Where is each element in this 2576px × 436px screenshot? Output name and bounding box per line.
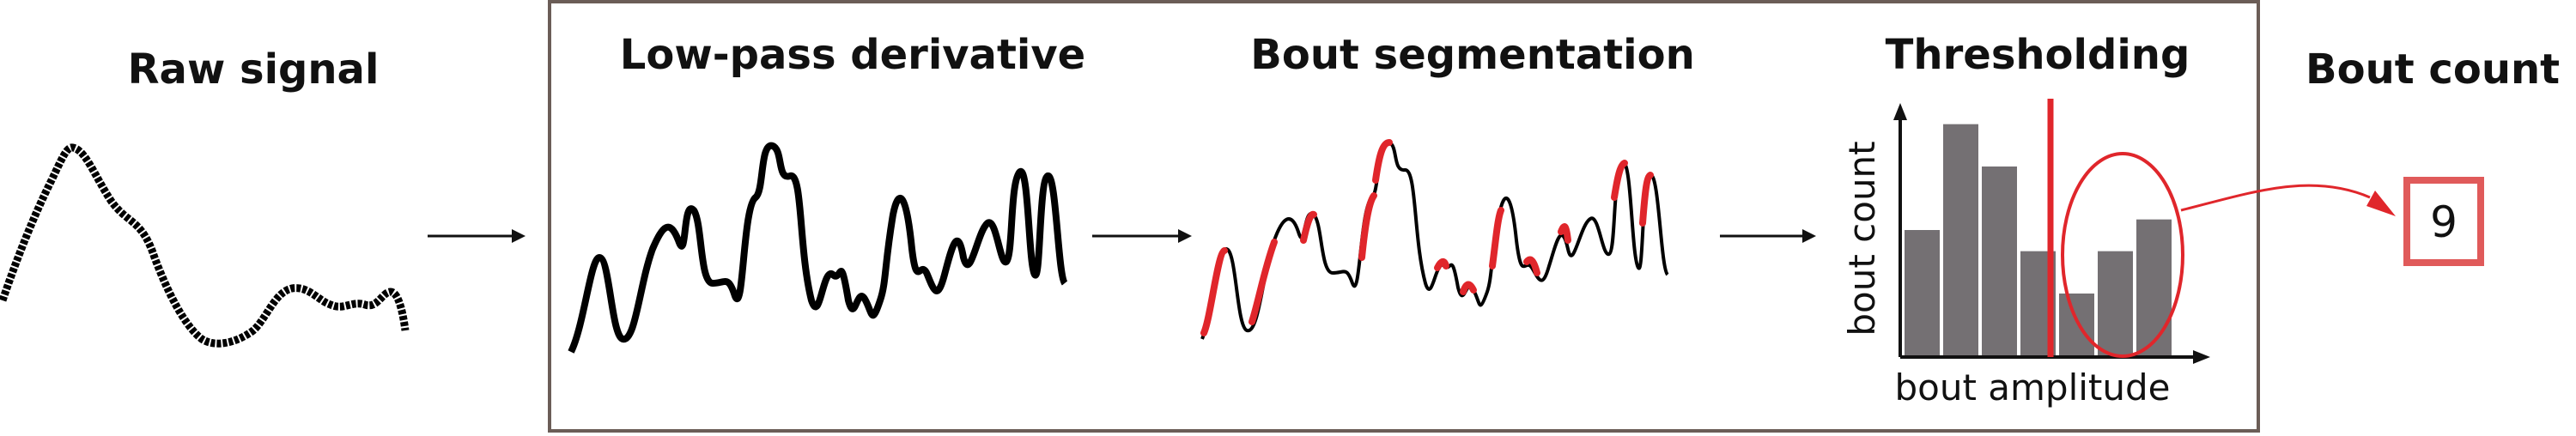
segmentation-trace — [1200, 141, 1669, 340]
derivative-trace — [568, 142, 1068, 354]
segmentation-title: Bout segmentation — [1250, 31, 1695, 79]
histogram-ylabel: bout count — [1841, 141, 1883, 336]
histogram-xlabel: bout amplitude — [1894, 366, 2170, 409]
x-axis-arrowhead — [2193, 350, 2210, 364]
bout-segment — [1372, 139, 1393, 184]
arrow-to-count — [2180, 184, 2396, 216]
histogram-bar — [2136, 219, 2172, 357]
bout-segment — [1249, 239, 1278, 325]
raw-signal-trace — [0, 143, 410, 348]
histogram-bars — [1905, 124, 2172, 357]
bout-segment — [1460, 281, 1477, 295]
arrow-derivative-to-segmentation — [1092, 229, 1192, 243]
raw-signal-title: Raw signal — [128, 45, 380, 94]
arrow-segmentation-to-thresholding — [1720, 229, 1816, 243]
bout-segment — [1639, 172, 1654, 227]
bout-count-value: 9 — [2430, 197, 2458, 247]
bout-segment — [1358, 192, 1377, 261]
selection-ellipse — [2061, 152, 2184, 358]
histogram-bar — [1905, 230, 1940, 357]
bout-count-title: Bout count — [2306, 45, 2560, 94]
segmented-bouts — [1200, 139, 1654, 336]
thresholding-title: Thresholding — [1886, 31, 2190, 79]
derivative-title: Low-pass derivative — [620, 31, 1085, 79]
bout-segment — [1434, 258, 1449, 271]
bout-count-box — [2403, 177, 2484, 266]
bout-segment — [1489, 207, 1504, 269]
histogram-bar — [2059, 294, 2094, 357]
y-axis-arrowhead — [1893, 103, 1907, 120]
arrow-raw-to-derivative — [428, 229, 526, 243]
bout-segment — [1523, 256, 1540, 276]
threshold-histogram: bout amplitude bout count — [1841, 99, 2210, 409]
processing-frame — [548, 0, 2260, 433]
bout-segment — [1200, 247, 1228, 336]
histogram-bar — [1982, 167, 2017, 357]
bout-segment — [1300, 210, 1317, 244]
histogram-bar — [2098, 251, 2133, 357]
bout-segment — [1611, 160, 1628, 201]
bout-segment — [1558, 223, 1571, 244]
histogram-bar — [1943, 124, 1978, 357]
